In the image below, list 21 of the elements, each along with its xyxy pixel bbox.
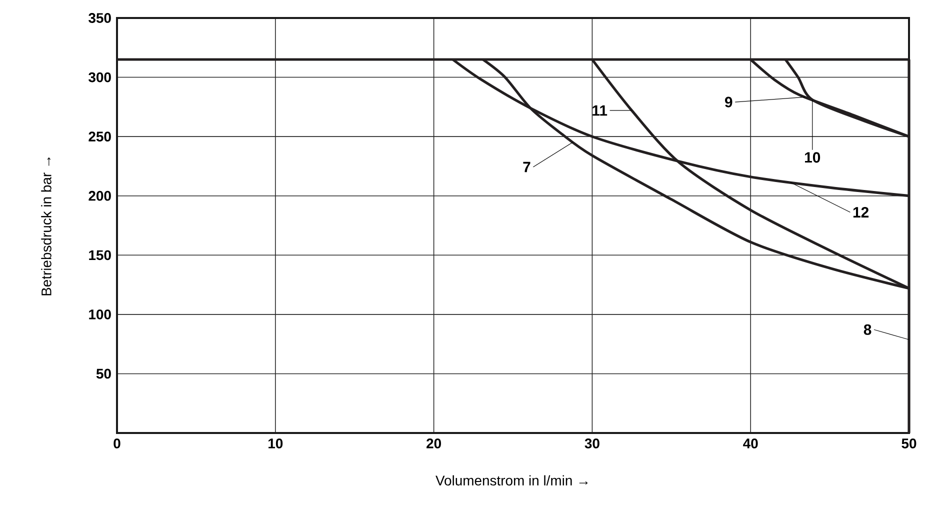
text: 9 — [725, 96, 732, 108]
y-tick-label: 300 — [88, 72, 111, 82]
x-tick-label: 20 — [426, 438, 441, 448]
x-tick-label: 30 — [584, 438, 600, 448]
y-tick-label: 50 — [96, 368, 111, 379]
x-tick-label: 40 — [743, 438, 758, 448]
text: 10 — [805, 152, 820, 163]
x-tick-label: 50 — [902, 438, 916, 448]
text: 7 — [523, 162, 530, 172]
y-tick-label: 350 — [88, 13, 111, 23]
y-axis-title: Betriebsdruck in bar → — [41, 157, 52, 296]
series-label: 12 — [853, 207, 869, 218]
x-axis-title: Volumenstrom in l/min → — [436, 475, 588, 486]
y-tick-label: 250 — [88, 132, 111, 142]
x-tick-label: 0 — [114, 438, 120, 448]
series-label: 11 — [592, 105, 608, 116]
x-tick-label: 10 — [268, 438, 283, 448]
y-tick-label: 200 — [88, 190, 111, 201]
y-tick-label: 100 — [89, 309, 111, 320]
text: 8 — [864, 324, 872, 335]
y-tick-label: 150 — [89, 250, 111, 260]
